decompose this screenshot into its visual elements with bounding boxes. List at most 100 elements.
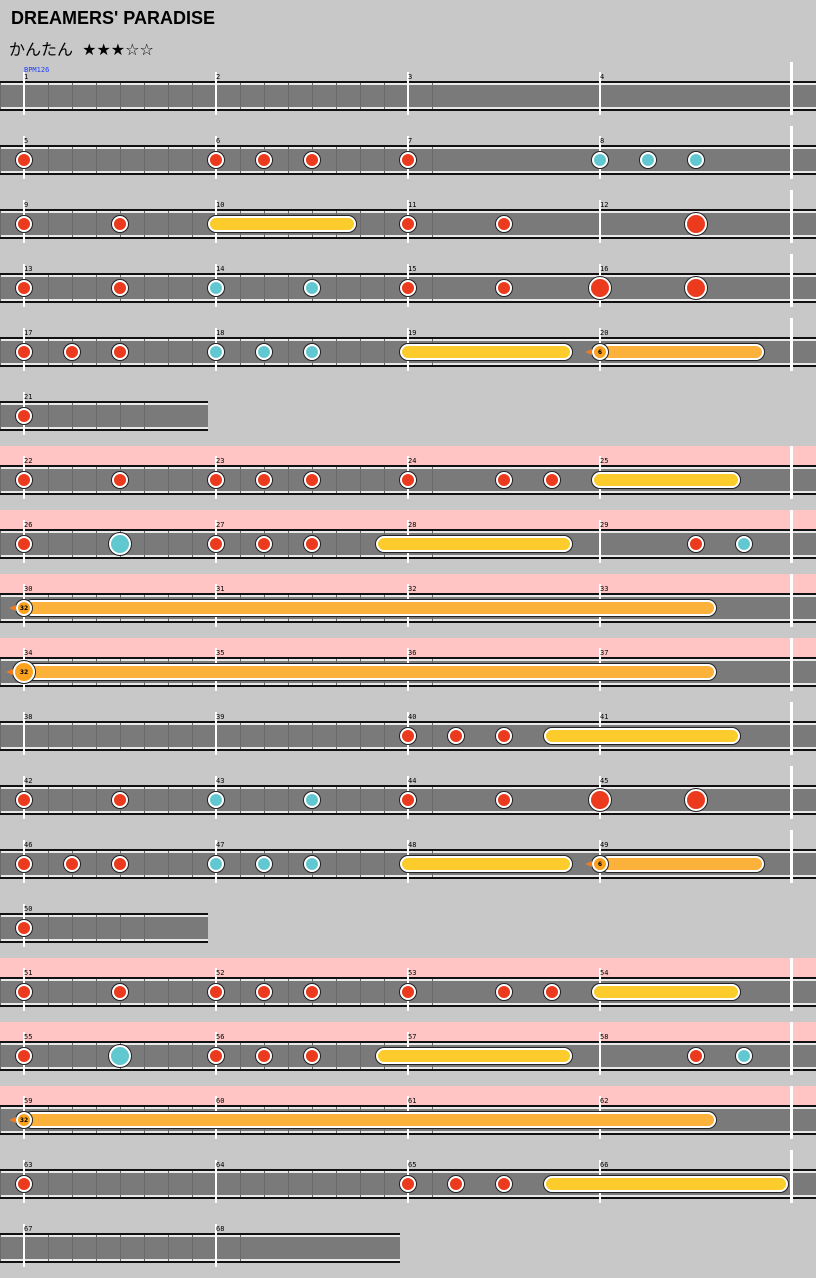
don-note [400, 152, 416, 168]
measure-line [790, 62, 792, 115]
don-note [544, 472, 560, 488]
beat-line [240, 1043, 241, 1069]
beat-line [288, 531, 289, 557]
beat-line [360, 979, 361, 1005]
beat-line [192, 211, 193, 237]
beat-line [48, 1235, 49, 1261]
measure-number: 30 [24, 585, 33, 593]
beat-line [360, 275, 361, 301]
measure-number: 17 [24, 329, 33, 337]
beat-line [72, 1171, 73, 1197]
don-note [304, 536, 320, 552]
beat-line [264, 787, 265, 813]
beat-line [0, 595, 1, 621]
bpm-label: BPM126 [24, 66, 50, 74]
score-header: DREAMERS' PARADISE かんたん ★★★☆☆ BPM126 [0, 0, 816, 74]
score-row: 63 64 65 66 [0, 1150, 816, 1214]
don-note [208, 152, 224, 168]
gogo-band [0, 574, 816, 593]
measure-number: 47 [216, 841, 225, 849]
measure-line [599, 200, 601, 243]
measure-number: 3 [408, 73, 413, 81]
beat-line [240, 723, 241, 749]
score-row: 42 43 44 45 [0, 766, 816, 830]
measure-number: 2 [216, 73, 221, 81]
ka-note [256, 344, 272, 360]
beat-line [0, 403, 1, 429]
measure-line [599, 520, 601, 563]
beat-line [96, 211, 97, 237]
ka-note [208, 856, 224, 872]
big-don-note [685, 213, 707, 235]
beat-line [48, 275, 49, 301]
measure-line [790, 1022, 792, 1075]
beat-line [144, 851, 145, 877]
beat-line [264, 723, 265, 749]
measure-number: 65 [408, 1161, 417, 1169]
beat-line [72, 467, 73, 493]
measure-line [791, 1022, 793, 1075]
score-row: 30 31 32 33 32 [0, 574, 816, 638]
beat-line [120, 1171, 121, 1197]
beat-line [336, 1043, 337, 1069]
beat-line [336, 339, 337, 365]
beat-line [384, 339, 385, 365]
beat-line [144, 1235, 145, 1261]
beat-line [72, 979, 73, 1005]
don-note [496, 216, 512, 232]
gogo-band [0, 1086, 816, 1105]
beat-line [144, 915, 145, 941]
note-lane [0, 401, 208, 431]
beat-line [360, 1171, 361, 1197]
big-don-note [589, 789, 611, 811]
don-note [112, 856, 128, 872]
measure-number: 48 [408, 841, 417, 849]
score-row: 55 56 57 58 [0, 1022, 816, 1086]
measure-number: 56 [216, 1033, 225, 1041]
don-note [16, 216, 32, 232]
beat-line [96, 275, 97, 301]
don-note [496, 728, 512, 744]
measure-number: 34 [24, 649, 33, 657]
beat-line [96, 1235, 97, 1261]
beat-line [48, 1171, 49, 1197]
don-note [112, 472, 128, 488]
beat-line [0, 531, 1, 557]
don-note [112, 984, 128, 1000]
beat-line [312, 83, 313, 109]
beat-line [192, 979, 193, 1005]
beat-line [240, 147, 241, 173]
ka-note [640, 152, 656, 168]
beat-line [288, 979, 289, 1005]
beat-line [312, 1171, 313, 1197]
drumroll-note [592, 472, 740, 488]
lane-top-edge [0, 915, 208, 917]
beat-line [48, 851, 49, 877]
beat-line [192, 467, 193, 493]
measure-number: 60 [216, 1097, 225, 1105]
beat-line [288, 467, 289, 493]
measure-number: 45 [600, 777, 609, 785]
score-row: 67 68 [0, 1214, 816, 1278]
don-note [256, 984, 272, 1000]
measure-number: 27 [216, 521, 225, 529]
beat-line [120, 147, 121, 173]
beat-line [72, 915, 73, 941]
gogo-band [0, 958, 816, 977]
beat-line [0, 979, 1, 1005]
measure-line [791, 638, 793, 691]
beat-line [336, 723, 337, 749]
measure-number: 39 [216, 713, 225, 721]
measure-number: 35 [216, 649, 225, 657]
beat-line [96, 851, 97, 877]
measure-number: 59 [24, 1097, 33, 1105]
ka-note [736, 536, 752, 552]
beat-line [144, 83, 145, 109]
beat-line [192, 531, 193, 557]
ka-note [208, 792, 224, 808]
measure-line [599, 1032, 601, 1075]
don-note [208, 1048, 224, 1064]
beat-line [96, 531, 97, 557]
don-note [16, 984, 32, 1000]
score-row: 46 47 48 49 6 [0, 830, 816, 894]
